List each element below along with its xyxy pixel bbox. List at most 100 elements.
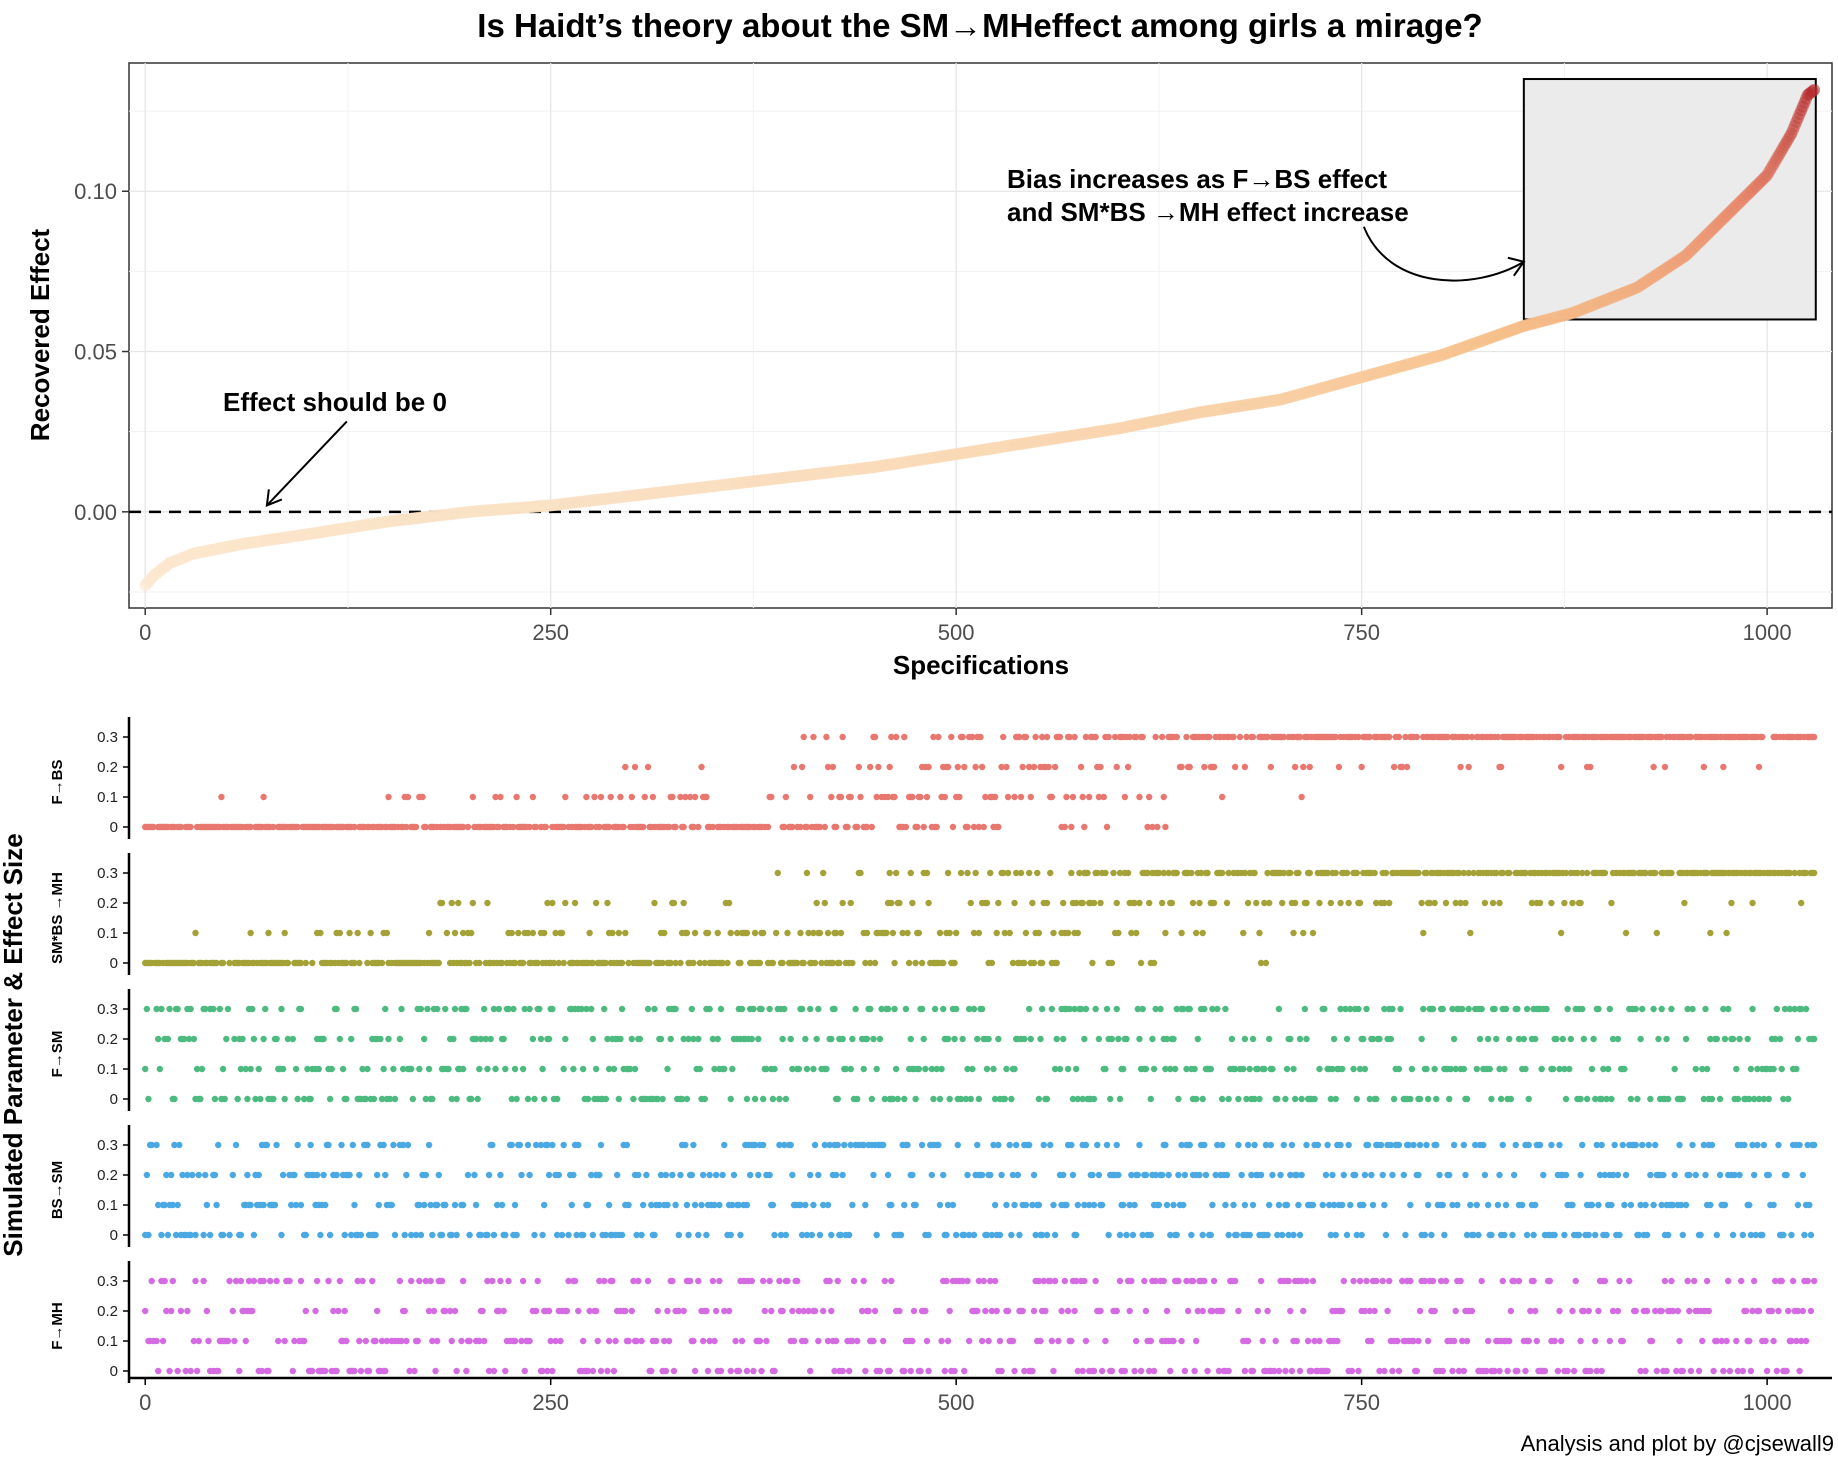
spec-dot	[1637, 1367, 1644, 1375]
spec-dot	[1170, 1201, 1177, 1209]
spec-dot	[1700, 763, 1708, 771]
spec-dot	[1191, 1065, 1198, 1073]
spec-dot	[625, 959, 632, 967]
spec-dot	[1428, 1231, 1435, 1239]
spec-dot	[943, 1231, 950, 1239]
spec-dot	[1395, 733, 1403, 741]
spec-dot	[873, 1065, 880, 1073]
spec-dot	[706, 1171, 713, 1179]
spec-dot	[1700, 1141, 1708, 1149]
spec-dot	[870, 1337, 877, 1345]
spec-dot	[1504, 1367, 1511, 1375]
spec-dot	[596, 1277, 603, 1285]
spec-dot	[1030, 1171, 1038, 1179]
spec-dot	[873, 1231, 880, 1239]
spec-dot	[1332, 733, 1339, 741]
spec-dot	[1261, 1065, 1268, 1073]
spec-dot	[167, 1307, 175, 1315]
spec-dot	[729, 1065, 736, 1073]
spec-dot	[1152, 1171, 1159, 1179]
spec-dot	[1251, 1095, 1258, 1103]
spec-dot	[828, 1035, 835, 1043]
spec-dot	[837, 929, 845, 937]
spec-dot	[242, 1337, 249, 1345]
spec-dot	[1060, 1171, 1067, 1179]
spec-dot	[219, 1065, 227, 1073]
spec-dot	[380, 1141, 387, 1149]
spec-dot	[265, 1367, 272, 1375]
spec-dot	[1264, 1307, 1271, 1315]
spec-dot	[1496, 899, 1503, 907]
spec-dot	[215, 1367, 222, 1375]
spec-dot	[610, 1367, 618, 1375]
spec-dot	[961, 763, 968, 771]
spec-dot	[870, 1171, 877, 1179]
spec-dot	[1116, 869, 1124, 877]
spec-dot	[951, 1035, 958, 1043]
spec-dot	[563, 1307, 571, 1315]
spec-dot	[1025, 1141, 1033, 1149]
spec-dot	[1277, 1171, 1284, 1179]
spec-dot	[889, 1095, 897, 1103]
arrow-effect-zero	[266, 420, 348, 507]
spec-dot	[435, 1171, 442, 1179]
spec-dot	[592, 1307, 600, 1315]
spec-dot	[275, 1337, 282, 1345]
spec-dot	[1314, 1141, 1322, 1149]
spec-dot	[1142, 1065, 1150, 1073]
spec-dot	[641, 793, 648, 801]
spec-dot	[1108, 1367, 1116, 1375]
spec-dot	[255, 1171, 262, 1179]
spec-dot	[1569, 1307, 1576, 1315]
spec-dot	[1609, 1307, 1617, 1315]
spec-dot	[1557, 929, 1565, 937]
spec-dot	[737, 959, 744, 967]
spec-dot	[703, 793, 710, 801]
spec-dot	[1439, 1201, 1446, 1209]
spec-dot	[1167, 1367, 1174, 1375]
spec-dot	[511, 1201, 519, 1209]
spec-dot	[143, 1171, 151, 1179]
spec-dot	[1373, 1095, 1380, 1103]
spec-dot	[313, 1277, 321, 1285]
spec-dot	[1249, 1201, 1257, 1209]
spec-dot	[727, 929, 734, 937]
spec-dot	[1572, 1277, 1579, 1285]
spec-dot	[1155, 1201, 1163, 1209]
spec-dot	[1000, 733, 1007, 741]
spec-dot	[459, 1201, 467, 1209]
spec-dot	[1669, 1201, 1677, 1209]
spec-dot	[1021, 1367, 1028, 1375]
spec-dot	[1637, 1035, 1644, 1043]
spec-dot	[1290, 1065, 1297, 1073]
spec-dot	[205, 1337, 212, 1345]
spec-dot	[203, 1307, 211, 1315]
spec-dot	[1749, 1005, 1756, 1013]
spec-dot	[1604, 1065, 1612, 1073]
spec-dot	[832, 1337, 840, 1345]
spec-dot	[1246, 1231, 1253, 1239]
annotation-effect-zero: Effect should be 0	[223, 387, 447, 417]
spec-dot	[1603, 1231, 1610, 1239]
spec-dot	[1120, 1065, 1127, 1073]
spec-dot	[1387, 1035, 1395, 1043]
spec-dot	[685, 1231, 692, 1239]
spec-dot	[1705, 1307, 1712, 1315]
spec-dot	[317, 929, 324, 937]
spec-dot	[1703, 869, 1711, 877]
spec-dot	[579, 1337, 587, 1345]
spec-dot	[964, 1171, 971, 1179]
spec-dot	[1692, 1065, 1699, 1073]
spec-dot	[1116, 1231, 1124, 1239]
spec-dot	[1606, 1005, 1613, 1013]
spec-dot	[756, 959, 764, 967]
spec-dot	[210, 1005, 217, 1013]
spec-dot	[1460, 1141, 1468, 1149]
spec-dot	[348, 1035, 355, 1043]
spec-dot	[596, 1171, 603, 1179]
spec-dot	[683, 1095, 691, 1103]
spec-dot	[492, 1065, 499, 1073]
spec-dot	[1068, 1337, 1075, 1345]
spec-dot	[1527, 1307, 1534, 1315]
